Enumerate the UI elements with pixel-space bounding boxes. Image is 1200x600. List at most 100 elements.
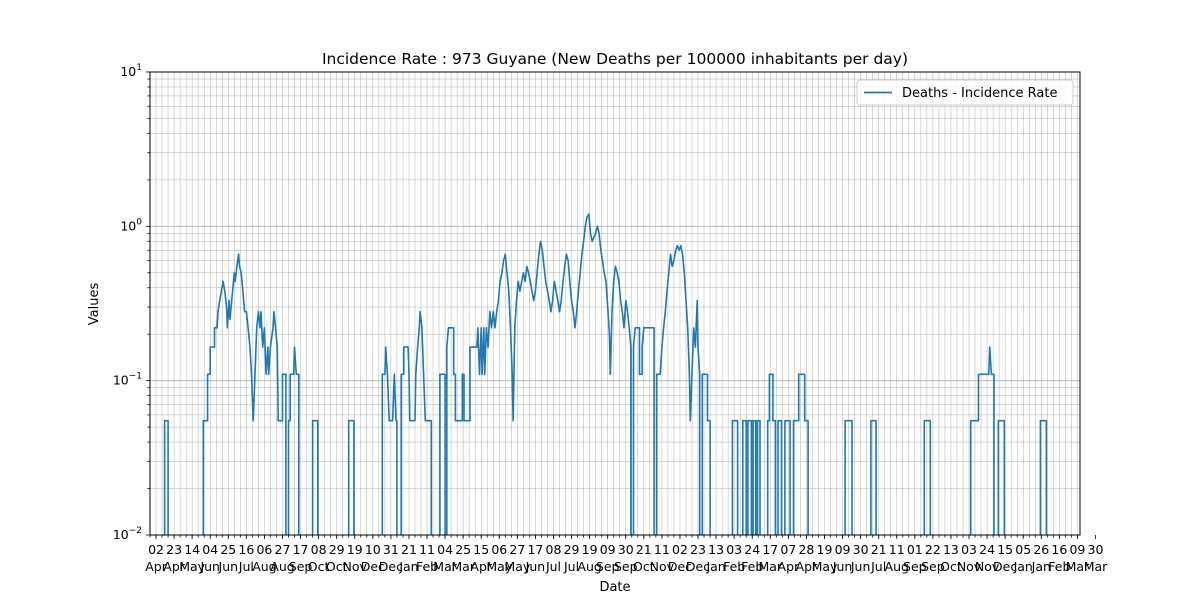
grid-lines (149, 72, 1080, 536)
x-tick-day: 21 (401, 542, 417, 557)
x-tick-day: 07 (780, 542, 796, 557)
x-tick-month: Sep (614, 559, 638, 574)
x-tick-month: Apr (145, 559, 167, 574)
x-tick-day: 30 (618, 542, 634, 557)
x-tick-month: Feb (741, 559, 763, 574)
y-axis-label: Values (87, 283, 102, 326)
x-tick-day: 19 (817, 542, 833, 557)
x-tick-month: Sep (289, 559, 313, 574)
x-tick-day: 08 (311, 542, 327, 557)
x-tick-day: 11 (889, 542, 905, 557)
x-tick-day: 03 (961, 542, 977, 557)
plot-frame (149, 71, 1081, 536)
legend-box (856, 79, 1074, 106)
x-tick-month: Jan (398, 559, 418, 574)
x-tick-month: Jun (850, 559, 871, 574)
x-tick-day: 11 (654, 542, 670, 557)
x-tick-month: Mar (1066, 559, 1090, 574)
x-tick-month: Aug (270, 559, 294, 574)
x-tick-month: Aug (252, 559, 276, 574)
y-tick-label: 101 (120, 63, 142, 79)
x-tick-day: 19 (347, 542, 363, 557)
x-tick-day: 21 (871, 542, 887, 557)
x-tick-month: Apr (470, 559, 492, 574)
x-tick-month: Nov (957, 559, 982, 574)
x-tick-day: 03 (726, 542, 742, 557)
chart-title: Incidence Rate : 973 Guyane (New Deaths … (322, 50, 908, 68)
x-tick-day: 08 (546, 542, 562, 557)
x-tick-day: 30 (853, 542, 869, 557)
x-tick-month: Mar (433, 559, 457, 574)
x-tick-day: 23 (166, 542, 182, 557)
y-tick-label: 100 (120, 217, 142, 233)
x-tick-day: 11 (419, 542, 435, 557)
x-tick-day: 15 (997, 542, 1013, 557)
x-tick-day: 13 (708, 542, 724, 557)
x-tick-month: Apr (163, 559, 185, 574)
x-tick-day: 14 (184, 542, 200, 557)
x-tick-month: Jul (870, 559, 886, 574)
x-tick-day: 28 (798, 542, 814, 557)
x-tick-day: 29 (564, 542, 580, 557)
x-tick-day: 02 (148, 542, 164, 557)
x-tick-month: Jul (238, 559, 254, 574)
x-tick-month: Sep (596, 559, 620, 574)
x-tick-month: Oct (940, 559, 962, 574)
x-tick-day: 25 (455, 542, 471, 557)
x-tick-month: Oct (633, 559, 655, 574)
x-tick-month: Mar (758, 559, 782, 574)
x-tick-month: Nov (343, 559, 368, 574)
x-tick-month: Mar (1084, 559, 1108, 574)
x-tick-month: Oct (308, 559, 330, 574)
x-tick-day: 25 (220, 542, 236, 557)
x-tick-day: 05 (1015, 542, 1031, 557)
x-tick-day: 31 (383, 542, 399, 557)
x-tick-month: Jan (705, 559, 725, 574)
x-tick-month: Jul (545, 559, 561, 574)
y-tick-label: 10−2 (113, 526, 142, 542)
series-line-0 (163, 213, 1048, 535)
x-tick-day: 09 (600, 542, 616, 557)
x-tick-day: 26 (1033, 542, 1049, 557)
x-tick-month: Dec (686, 559, 710, 574)
x-tick-day: 01 (907, 542, 923, 557)
x-tick-month: Feb (416, 559, 438, 574)
x-tick-month: Sep (903, 559, 927, 574)
legend-label: Deaths - Incidence Rate (902, 86, 1057, 101)
x-tick-day: 02 (672, 542, 688, 557)
x-tick-day: 23 (690, 542, 706, 557)
x-tick-month: May (812, 559, 838, 574)
x-tick-month: Aug (577, 559, 601, 574)
x-tick-month: Nov (975, 559, 1000, 574)
x-tick-month: May (504, 559, 530, 574)
x-tick-day: 24 (744, 542, 760, 557)
x-tick-day: 09 (835, 542, 851, 557)
x-tick-month: Jun (832, 559, 853, 574)
x-tick-month: Oct (326, 559, 348, 574)
x-tick-day: 30 (1088, 542, 1104, 557)
x-tick-month: Dec (361, 559, 385, 574)
y-tick-label: 10−1 (113, 372, 142, 388)
x-tick-day: 17 (293, 542, 309, 557)
x-tick-day: 15 (473, 542, 489, 557)
x-tick-day: 22 (925, 542, 941, 557)
x-axis-ticks: 02Apr23Apr14May04Jun25Jun16Jul06Aug27Aug… (145, 535, 1108, 574)
x-tick-month: Mar (451, 559, 475, 574)
x-tick-month: Jul (563, 559, 579, 574)
x-tick-month: Dec (993, 559, 1017, 574)
x-tick-month: Feb (1048, 559, 1070, 574)
x-tick-month: May (179, 559, 205, 574)
x-tick-day: 10 (365, 542, 381, 557)
x-tick-day: 21 (636, 542, 652, 557)
x-tick-day: 06 (491, 542, 507, 557)
x-tick-month: Dec (668, 559, 692, 574)
x-tick-day: 19 (582, 542, 598, 557)
x-tick-day: 06 (256, 542, 272, 557)
x-tick-day: 04 (437, 542, 453, 557)
x-tick-month: Jun (525, 559, 546, 574)
x-tick-day: 17 (527, 542, 543, 557)
x-tick-month: Jan (1031, 559, 1051, 574)
x-tick-day: 27 (275, 542, 291, 557)
legend: Deaths - Incidence Rate (856, 79, 1074, 106)
